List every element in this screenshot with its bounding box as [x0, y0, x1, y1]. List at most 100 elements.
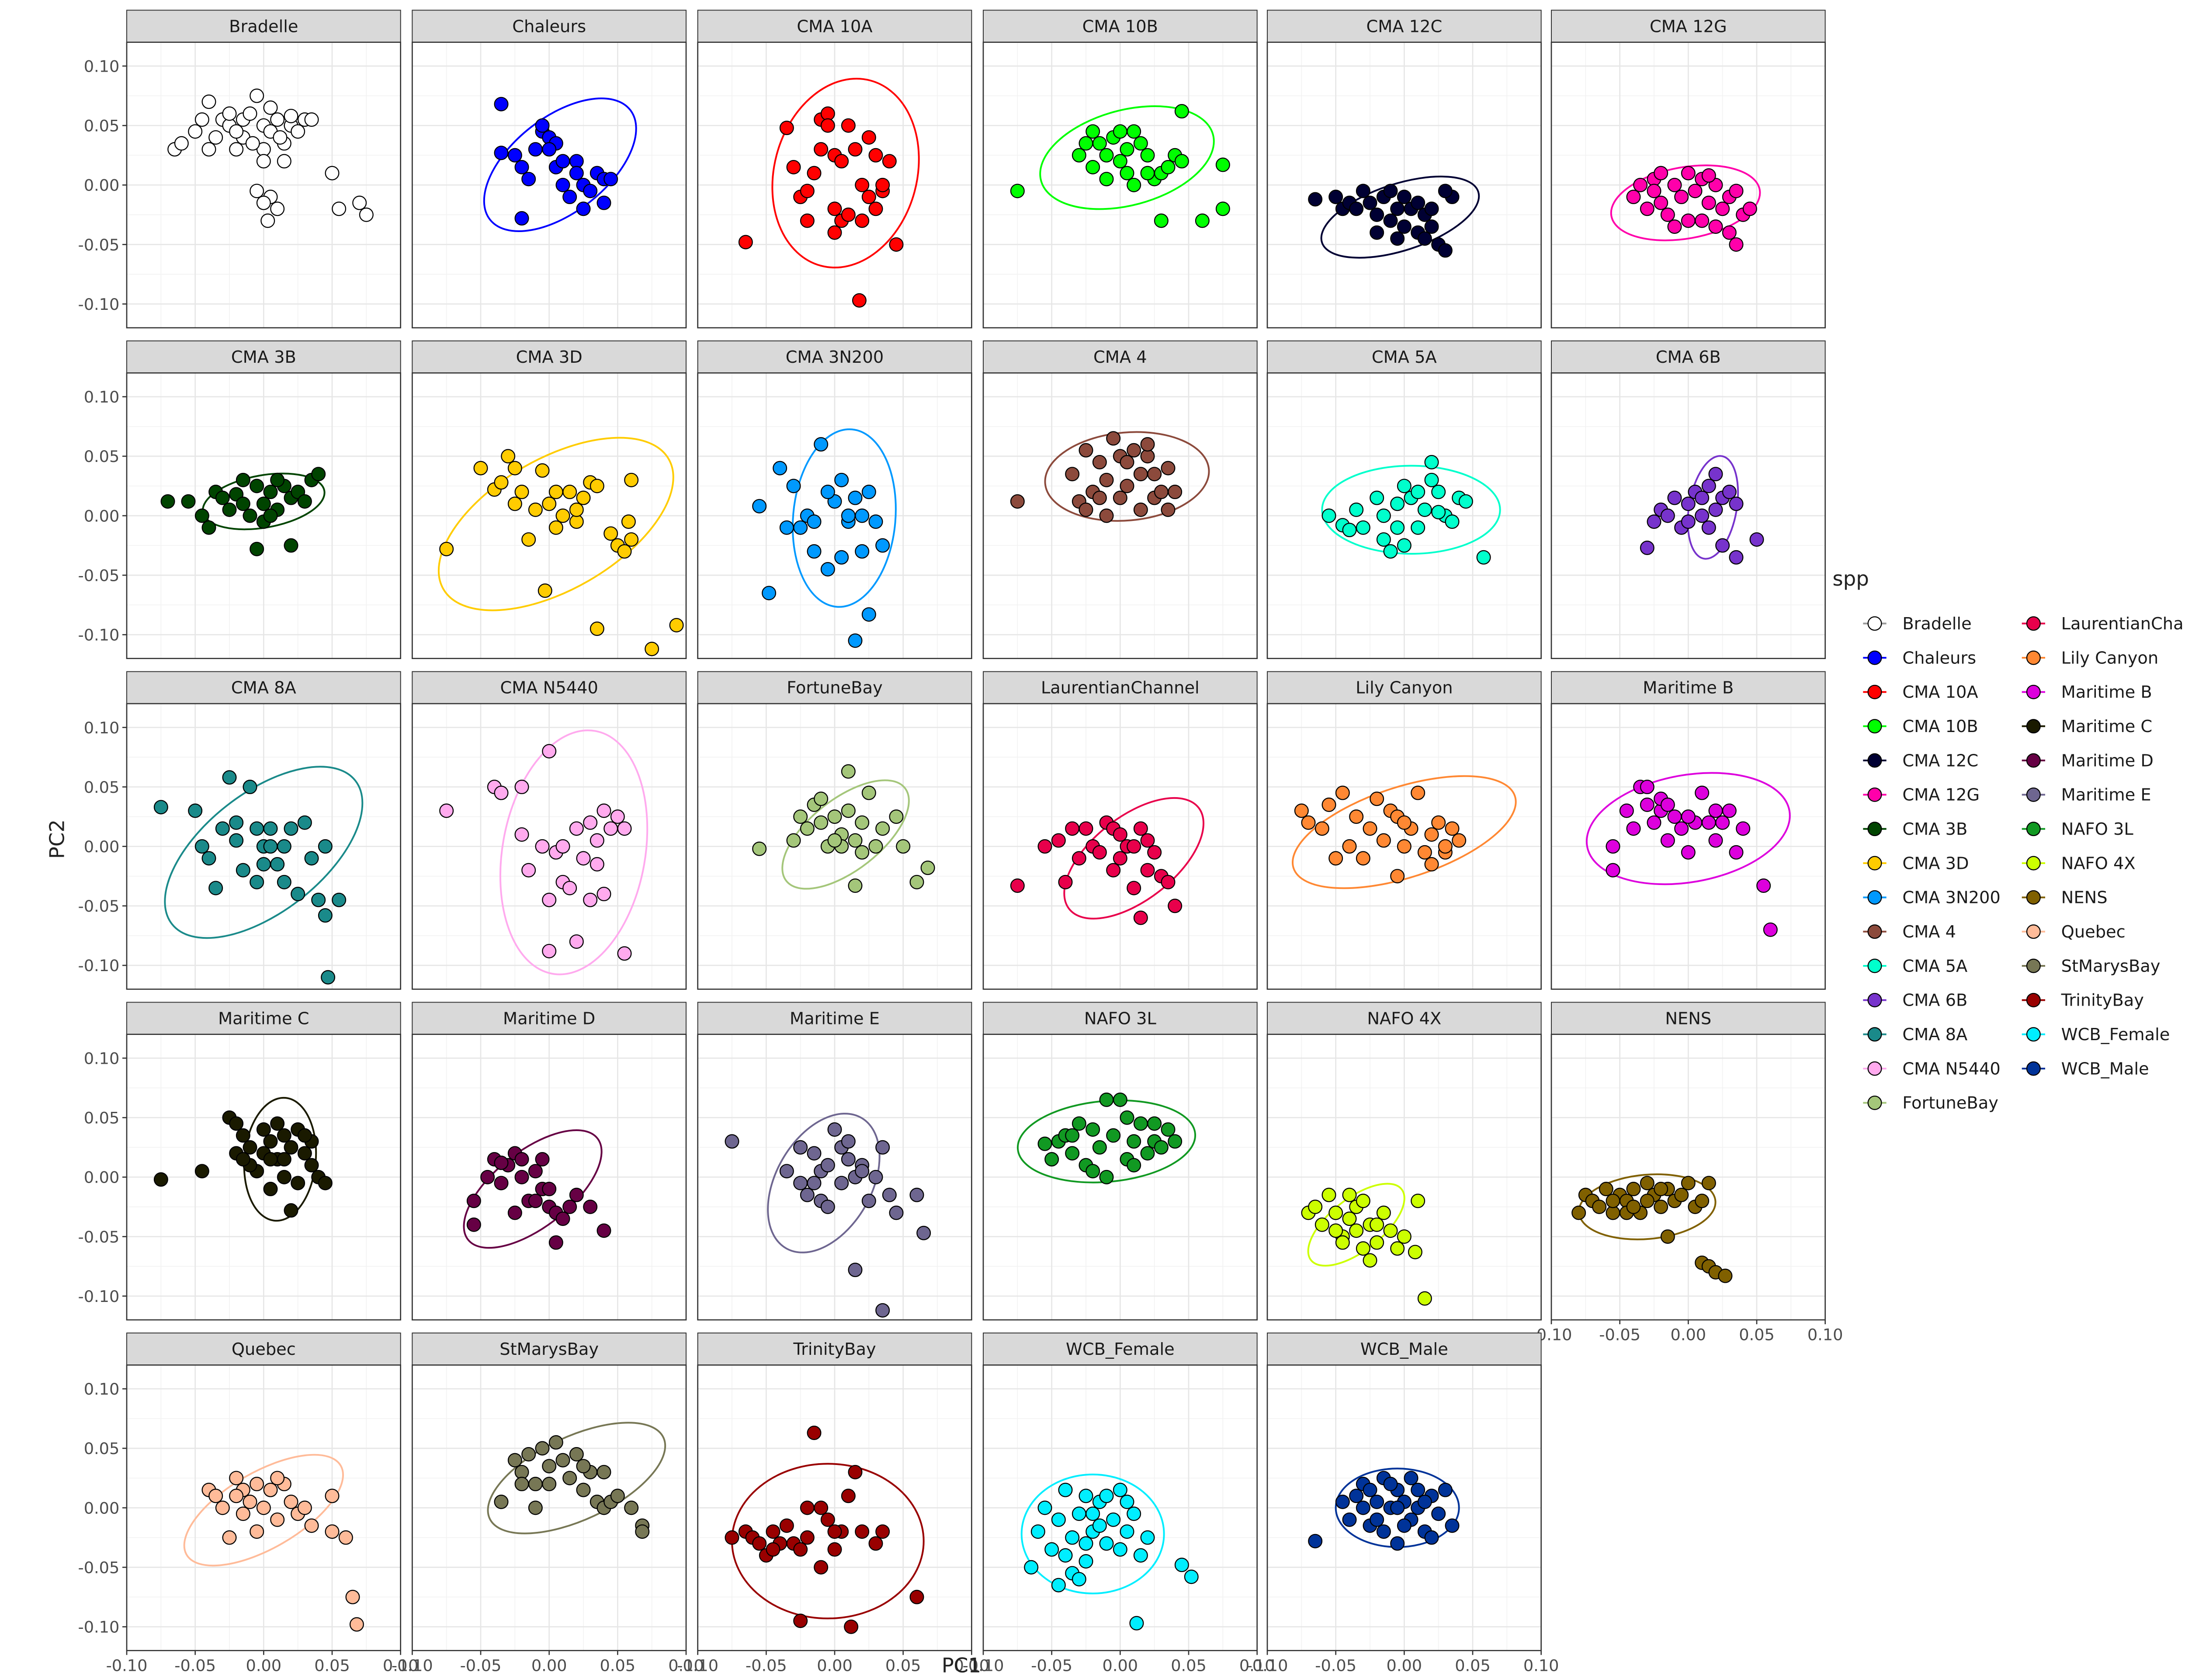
data-point	[1660, 797, 1675, 812]
data-point	[236, 472, 250, 487]
data-point	[590, 479, 604, 493]
data-point	[1390, 496, 1405, 511]
data-point	[256, 857, 271, 872]
y-tick-label: -0.10	[78, 295, 119, 314]
legend-key-point	[1867, 890, 1882, 905]
data-point	[1674, 821, 1689, 836]
data-point	[1363, 1253, 1377, 1268]
facet-strip-label: CMA 4	[1093, 347, 1147, 367]
data-point	[1438, 243, 1453, 258]
facet-strip-label: Maritime D	[503, 1009, 595, 1028]
data-point	[555, 177, 570, 192]
data-point	[800, 1500, 815, 1515]
data-point	[250, 541, 264, 556]
data-point	[669, 618, 684, 632]
data-point	[229, 124, 244, 139]
data-point	[332, 892, 347, 907]
confidence-ellipse	[437, 437, 674, 611]
facet-strip-label: NAFO 4X	[1367, 1009, 1441, 1028]
data-point	[222, 770, 237, 785]
panel-border	[412, 42, 687, 329]
data-point	[1072, 148, 1086, 163]
data-point	[848, 490, 863, 505]
data-point	[194, 508, 209, 523]
legend-label: Chaleurs	[1902, 648, 1976, 668]
data-point	[1051, 1578, 1066, 1593]
data-point	[820, 1158, 835, 1173]
data-point	[841, 1152, 856, 1167]
data-point	[215, 821, 230, 836]
x-tick-label: 0.00	[1103, 1656, 1138, 1675]
data-point	[1411, 485, 1425, 500]
data-point	[1127, 177, 1141, 192]
data-point	[855, 544, 870, 559]
legend-label: CMA 3B	[1902, 819, 1967, 839]
data-point	[820, 485, 835, 500]
data-point	[786, 479, 801, 493]
legend-label: NAFO 3L	[2061, 819, 2134, 839]
data-point	[590, 833, 604, 848]
data-point	[277, 154, 291, 169]
data-point	[1106, 431, 1121, 446]
data-point	[548, 485, 563, 500]
data-point	[896, 839, 911, 854]
facet-panel-wcb-male: WCB_Male -0.10 -0.05 0.00 0.05 0.10	[1247, 1333, 1559, 1675]
data-point	[1681, 166, 1696, 180]
y-tick-label: -0.05	[78, 1228, 119, 1246]
data-point	[1606, 863, 1620, 878]
data-point	[1640, 780, 1654, 795]
data-point	[1438, 184, 1453, 198]
data-point	[1397, 479, 1412, 493]
data-point	[1411, 785, 1425, 800]
data-point	[738, 235, 753, 250]
facet-strip-label: Maritime B	[1643, 678, 1734, 698]
facet-strip	[697, 340, 972, 374]
data-point	[304, 1518, 319, 1533]
data-point	[793, 1140, 808, 1155]
data-point	[1431, 485, 1446, 500]
data-point	[1445, 1518, 1460, 1533]
data-point	[1127, 443, 1141, 458]
data-point	[1701, 1176, 1716, 1191]
facet-strip-label: WCB_Female	[1066, 1340, 1175, 1359]
data-point	[1397, 815, 1412, 830]
data-point	[800, 821, 815, 836]
data-point	[284, 1203, 298, 1218]
data-point	[645, 642, 659, 656]
data-point	[1476, 550, 1491, 565]
legend-key-point	[2026, 616, 2041, 631]
data-point	[624, 532, 639, 547]
data-point	[1417, 1494, 1432, 1509]
legend-item-fortunebay: FortuneBay	[1863, 1093, 1998, 1113]
legend-label: FortuneBay	[1902, 1093, 1998, 1113]
y-tick-label: 0.05	[84, 447, 120, 466]
data-point	[1390, 1536, 1405, 1551]
data-point	[1161, 160, 1176, 175]
data-point	[1321, 1187, 1336, 1202]
data-point	[270, 1512, 285, 1527]
legend-item-bradelle: Bradelle	[1863, 614, 1972, 634]
data-point	[569, 1447, 584, 1462]
data-point	[194, 1164, 209, 1179]
data-point	[1133, 467, 1148, 482]
data-point	[1294, 803, 1309, 818]
data-point	[1127, 839, 1141, 854]
data-point	[786, 833, 801, 848]
legend-label: Bradelle	[1902, 614, 1971, 634]
legend-item-cma-5a: CMA 5A	[1863, 956, 1967, 976]
data-point	[793, 1614, 808, 1628]
facet-strip-label: CMA 3D	[516, 347, 583, 367]
data-point	[583, 1199, 598, 1214]
data-point	[1044, 1152, 1059, 1167]
data-point	[1424, 827, 1439, 842]
data-point	[861, 130, 876, 145]
data-point	[1722, 803, 1737, 818]
facet-panel-nens: NENS-0.10 -0.05 0.00 0.05 0.10	[1531, 1002, 1843, 1344]
data-point	[841, 118, 856, 133]
data-point	[1086, 160, 1100, 175]
data-point	[528, 502, 543, 517]
data-point	[304, 851, 319, 866]
legend-label: CMA 3D	[1902, 854, 1969, 873]
data-point	[542, 142, 557, 157]
data-point	[1065, 1128, 1080, 1143]
